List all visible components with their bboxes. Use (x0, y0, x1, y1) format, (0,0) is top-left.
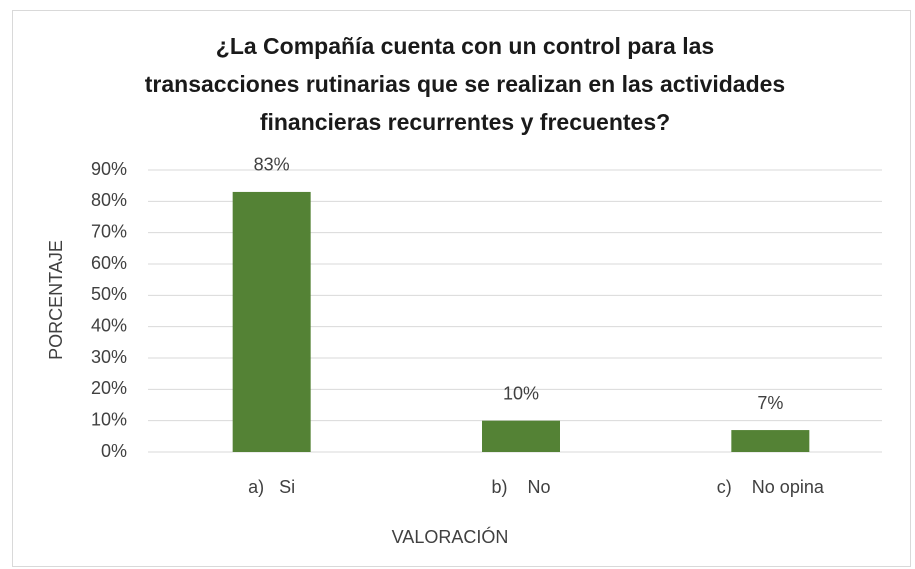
y-tick-label: 60% (91, 253, 127, 273)
y-tick-label: 40% (91, 315, 127, 335)
data-label: 83% (254, 155, 290, 175)
y-tick-label: 50% (91, 284, 127, 304)
data-label: 10% (503, 383, 539, 403)
y-tick-label: 80% (91, 190, 127, 210)
y-tick-label: 0% (101, 441, 127, 461)
bar (232, 191, 311, 452)
bar (731, 430, 810, 452)
x-tick-label: a) Si (248, 477, 295, 497)
y-tick-label: 90% (91, 159, 127, 179)
bar (482, 420, 560, 452)
chart-title: transacciones rutinarias que se realizan… (145, 71, 785, 97)
y-tick-label: 10% (91, 409, 127, 429)
data-label: 7% (757, 393, 783, 413)
x-tick-label: c) No opina (717, 477, 825, 497)
chart-title: ¿La Compañía cuenta con un control para … (216, 33, 714, 59)
x-tick-label: b) No (491, 477, 550, 497)
y-tick-label: 30% (91, 347, 127, 367)
chart-border (12, 10, 911, 567)
chart-title: financieras recurrentes y frecuentes? (260, 109, 670, 135)
x-axis-title: VALORACIÓN (392, 526, 509, 547)
y-tick-label: 70% (91, 221, 127, 241)
y-axis-title: PORCENTAJE (46, 240, 66, 360)
y-tick-label: 20% (91, 378, 127, 398)
